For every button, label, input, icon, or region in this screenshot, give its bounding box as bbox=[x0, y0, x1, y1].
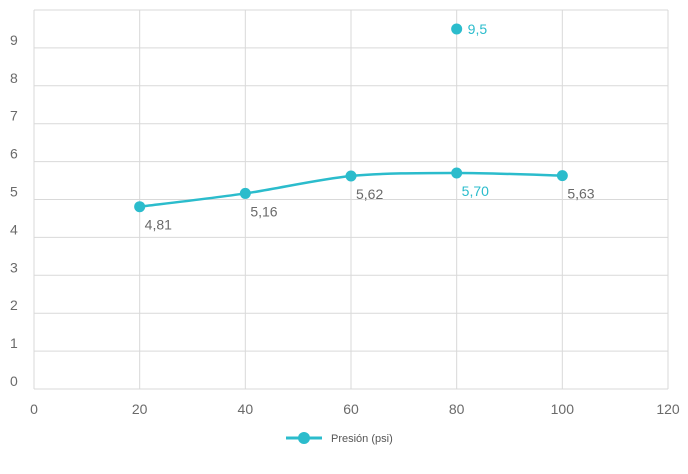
data-label: 5,16 bbox=[250, 203, 277, 219]
legend[interactable]: Presión (psi) bbox=[286, 432, 393, 445]
y-tick-label: 7 bbox=[10, 108, 18, 124]
legend-label: Presión (psi) bbox=[331, 433, 393, 445]
x-tick-label: 120 bbox=[656, 401, 680, 417]
data-point bbox=[345, 170, 357, 182]
x-tick-label: 40 bbox=[238, 401, 254, 417]
outlier-label: 9,5 bbox=[468, 21, 488, 37]
data-label: 5,70 bbox=[462, 183, 489, 199]
y-tick-label: 4 bbox=[10, 221, 18, 237]
y-tick-label: 5 bbox=[10, 184, 18, 200]
grid bbox=[33, 9, 669, 390]
y-axis-tick-labels: 0 1 2 3 4 5 6 7 8 9 bbox=[10, 32, 18, 389]
y-tick-label: 8 bbox=[10, 70, 18, 86]
outlier-point bbox=[451, 23, 463, 35]
data-label: 4,81 bbox=[145, 217, 172, 233]
data-point bbox=[451, 167, 463, 179]
y-tick-label: 9 bbox=[10, 32, 18, 48]
x-tick-label: 80 bbox=[449, 401, 465, 417]
x-tick-label: 60 bbox=[343, 401, 359, 417]
y-tick-label: 2 bbox=[10, 297, 18, 313]
x-tick-label: 0 bbox=[30, 401, 38, 417]
y-tick-label: 3 bbox=[10, 259, 18, 275]
legend-swatch-marker bbox=[298, 432, 310, 444]
data-point bbox=[134, 201, 146, 213]
data-label: 5,63 bbox=[567, 186, 594, 202]
y-tick-label: 6 bbox=[10, 146, 18, 162]
data-label: 5,62 bbox=[356, 186, 383, 202]
series-layer: 4,81 5,16 5,62 5,70 5,63 9,5 bbox=[134, 21, 595, 233]
x-tick-label: 100 bbox=[551, 401, 575, 417]
y-tick-label: 0 bbox=[10, 373, 18, 389]
x-axis-tick-labels: 0 20 40 60 80 100 120 bbox=[30, 401, 680, 417]
x-tick-label: 20 bbox=[132, 401, 148, 417]
data-point bbox=[556, 170, 568, 182]
data-point bbox=[239, 187, 251, 199]
y-tick-label: 1 bbox=[10, 335, 18, 351]
